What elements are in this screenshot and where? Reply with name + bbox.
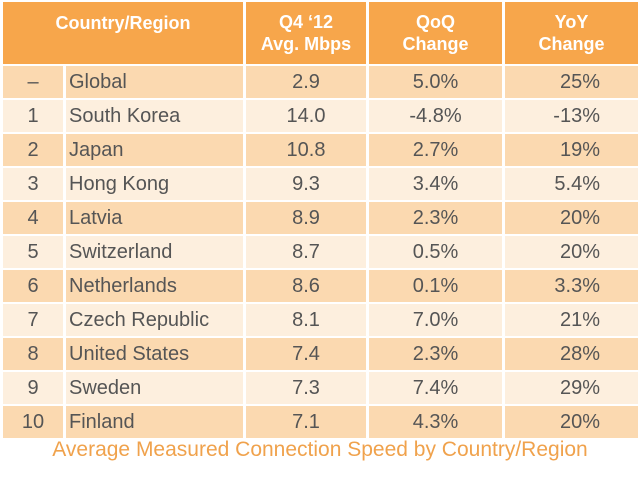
qoq-change-cell: 4.3%	[369, 406, 505, 440]
table-header-row: Country/Region Q4 ‘12 Avg. Mbps QoQ Chan…	[3, 2, 638, 66]
header-yoy: YoY Change	[505, 2, 638, 66]
table-body: – Global 2.9 5.0% 25% 1 South Korea 14.0 -4.8% -1…	[3, 66, 638, 440]
rank-cell: 4	[3, 202, 66, 236]
table-row: 10 Finland 7.1 4.3% 20%	[3, 406, 638, 440]
yoy-change-cell: 28%	[505, 338, 638, 372]
qoq-change-cell: 7.0%	[369, 304, 505, 338]
qoq-change-cell: 0.1%	[369, 270, 505, 304]
rank-cell: 1	[3, 100, 66, 134]
speed-cell: 7.4	[246, 338, 369, 372]
speed-cell: 8.1	[246, 304, 369, 338]
country-cell: Switzerland	[66, 236, 246, 270]
table-row: 5 Switzerland 8.7 0.5% 20%	[3, 236, 638, 270]
qoq-change-cell: 5.0%	[369, 66, 505, 100]
table-row: 3 Hong Kong 9.3 3.4% 5.4%	[3, 168, 638, 202]
table-row: 9 Sweden 7.3 7.4% 29%	[3, 372, 638, 406]
header-qoq-line2: Change	[402, 34, 469, 54]
table-row: 6 Netherlands 8.6 0.1% 3.3%	[3, 270, 638, 304]
country-cell: Global	[66, 66, 246, 100]
speed-cell: 14.0	[246, 100, 369, 134]
rank-cell: –	[3, 66, 66, 100]
yoy-change-cell: 20%	[505, 236, 638, 270]
speed-cell: 8.9	[246, 202, 369, 236]
table-row: 8 United States 7.4 2.3% 28%	[3, 338, 638, 372]
header-country-region: Country/Region	[3, 2, 246, 66]
country-cell: Hong Kong	[66, 168, 246, 202]
yoy-change-cell: 20%	[505, 202, 638, 236]
header-speed: Q4 ‘12 Avg. Mbps	[246, 2, 369, 66]
speed-cell: 10.8	[246, 134, 369, 168]
speed-cell: 8.6	[246, 270, 369, 304]
qoq-change-cell: 2.7%	[369, 134, 505, 168]
header-speed-line2: Avg. Mbps	[260, 34, 352, 54]
country-cell: Czech Republic	[66, 304, 246, 338]
rank-cell: 9	[3, 372, 66, 406]
speed-cell: 2.9	[246, 66, 369, 100]
qoq-change-cell: 3.4%	[369, 168, 505, 202]
country-cell: United States	[66, 338, 246, 372]
country-cell: Finland	[66, 406, 246, 440]
country-cell: Latvia	[66, 202, 246, 236]
yoy-change-cell: 25%	[505, 66, 638, 100]
country-cell: South Korea	[66, 100, 246, 134]
header-qoq: QoQ Change	[369, 2, 505, 66]
rank-cell: 2	[3, 134, 66, 168]
header-speed-line1: Q4 ‘12	[278, 12, 334, 32]
yoy-change-cell: 3.3%	[505, 270, 638, 304]
qoq-change-cell: 2.3%	[369, 338, 505, 372]
yoy-change-cell: 29%	[505, 372, 638, 406]
table-row: 1 South Korea 14.0 -4.8% -13%	[3, 100, 638, 134]
connection-speed-table: Country/Region Q4 ‘12 Avg. Mbps QoQ Chan…	[3, 2, 638, 440]
rank-cell: 5	[3, 236, 66, 270]
table-row: 2 Japan 10.8 2.7% 19%	[3, 134, 638, 168]
table-row: 4 Latvia 8.9 2.3% 20%	[3, 202, 638, 236]
yoy-change-cell: 21%	[505, 304, 638, 338]
header-yoy-line1: YoY	[554, 12, 589, 32]
table-row: 7 Czech Republic 8.1 7.0% 21%	[3, 304, 638, 338]
rank-cell: 10	[3, 406, 66, 440]
country-cell: Japan	[66, 134, 246, 168]
qoq-change-cell: 2.3%	[369, 202, 505, 236]
speed-cell: 8.7	[246, 236, 369, 270]
qoq-change-cell: -4.8%	[369, 100, 505, 134]
header-country-region-label: Country/Region	[55, 13, 191, 33]
qoq-change-cell: 0.5%	[369, 236, 505, 270]
yoy-change-cell: 20%	[505, 406, 638, 440]
table-row: – Global 2.9 5.0% 25%	[3, 66, 638, 100]
rank-cell: 8	[3, 338, 66, 372]
rank-cell: 3	[3, 168, 66, 202]
table-caption: Average Measured Connection Speed by Cou…	[52, 438, 588, 461]
yoy-change-cell: 5.4%	[505, 168, 638, 202]
speed-cell: 7.1	[246, 406, 369, 440]
country-cell: Sweden	[66, 372, 246, 406]
qoq-change-cell: 7.4%	[369, 372, 505, 406]
header-yoy-line2: Change	[538, 34, 605, 54]
yoy-change-cell: -13%	[505, 100, 638, 134]
rank-cell: 7	[3, 304, 66, 338]
speed-cell: 7.3	[246, 372, 369, 406]
yoy-change-cell: 19%	[505, 134, 638, 168]
country-cell: Netherlands	[66, 270, 246, 304]
header-qoq-line1: QoQ	[415, 12, 455, 32]
speed-cell: 9.3	[246, 168, 369, 202]
rank-cell: 6	[3, 270, 66, 304]
